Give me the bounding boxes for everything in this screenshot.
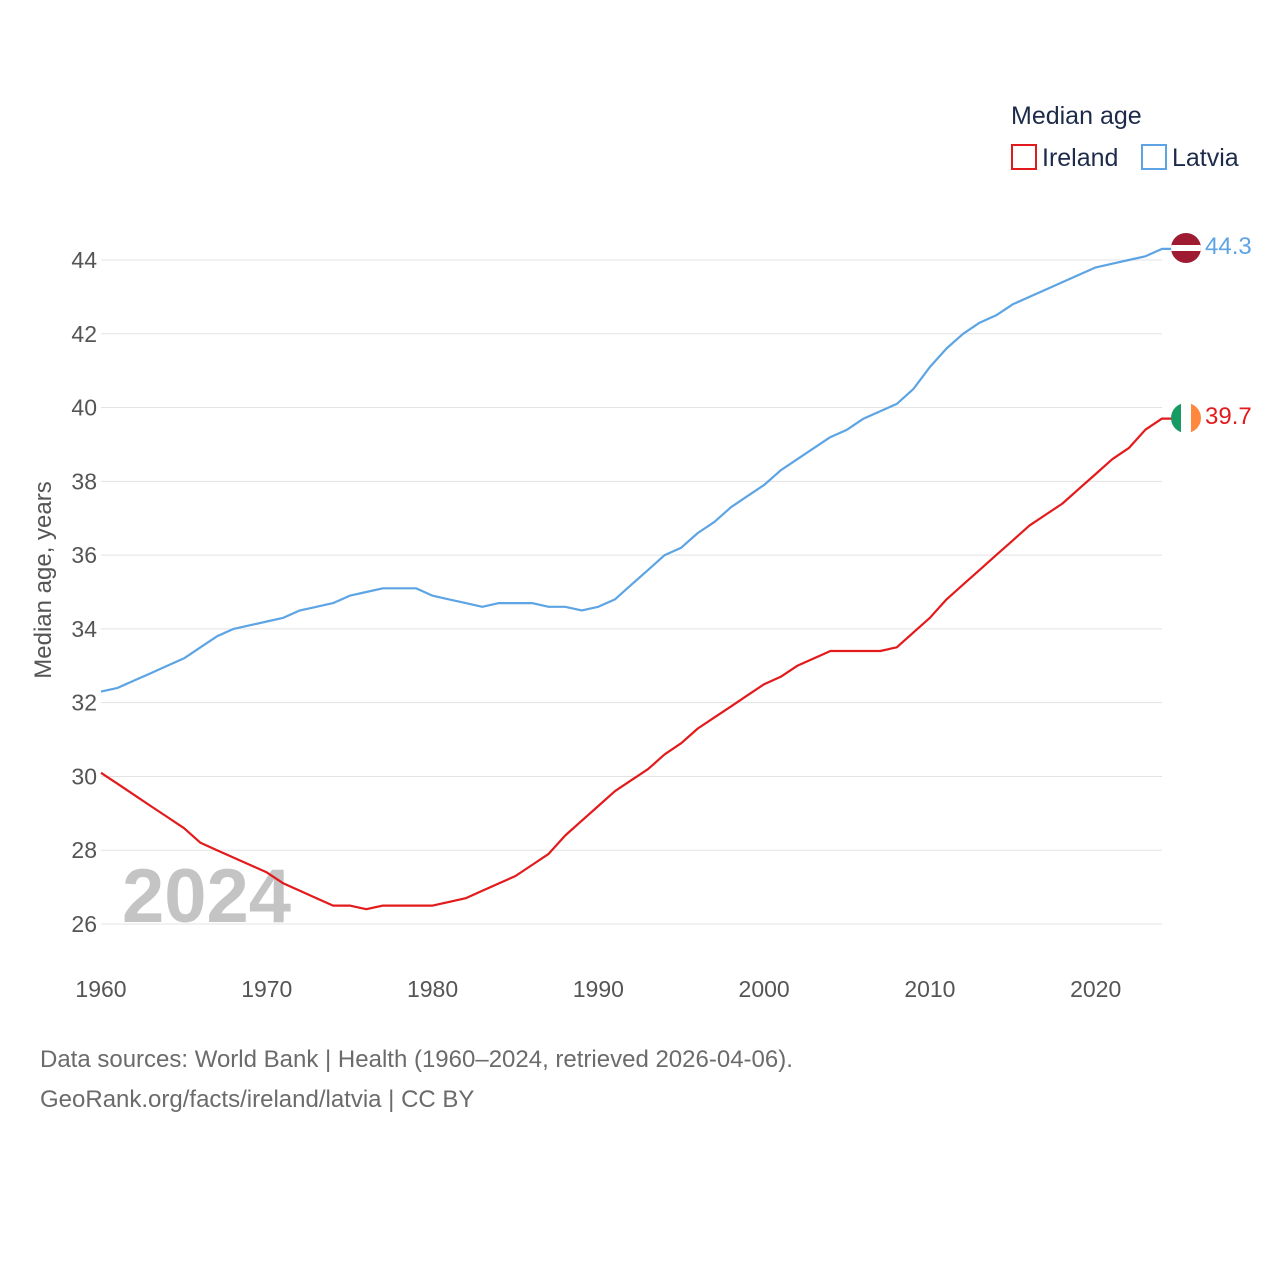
y-tick-label: 40 xyxy=(71,395,97,421)
y-axis-title: Median age, years xyxy=(30,481,57,678)
x-tick-label: 2020 xyxy=(1070,976,1121,1002)
series-line-ireland[interactable] xyxy=(100,417,1172,911)
y-tick-label: 32 xyxy=(71,690,97,716)
source-link-text[interactable]: GeoRank.org/facts/ireland/latvia | CC BY xyxy=(40,1086,475,1113)
y-axis-ticks: 26 28 30 32 34 36 38 40 42 44 xyxy=(71,247,97,937)
legend-label-latvia[interactable]: Latvia xyxy=(1172,144,1239,172)
y-tick-label: 44 xyxy=(71,247,97,273)
y-tick-label: 28 xyxy=(71,837,97,863)
x-tick-label: 1990 xyxy=(573,976,624,1002)
legend-swatch-ireland[interactable] xyxy=(1011,144,1037,170)
series-lines xyxy=(100,247,1172,911)
x-tick-label: 2000 xyxy=(739,976,790,1002)
latvia-flag-icon xyxy=(1171,233,1201,263)
end-label-latvia: 44.3 xyxy=(1205,233,1252,260)
y-tick-label: 36 xyxy=(71,542,97,568)
ireland-flag-icon xyxy=(1171,403,1201,433)
legend: Median age Ireland Latvia xyxy=(1011,102,1239,172)
x-tick-label: 1960 xyxy=(75,976,126,1002)
y-tick-label: 34 xyxy=(71,616,97,642)
x-tick-label: 2010 xyxy=(904,976,955,1002)
series-line-latvia[interactable] xyxy=(100,247,1172,693)
data-sources-text: Data sources: World Bank | Health (1960–… xyxy=(40,1046,793,1073)
y-tick-label: 42 xyxy=(71,321,97,347)
legend-swatch-latvia[interactable] xyxy=(1141,144,1167,170)
year-watermark: 2024 xyxy=(122,854,291,939)
end-label-ireland: 39.7 xyxy=(1205,403,1252,430)
gridlines xyxy=(101,259,1162,925)
legend-label-ireland[interactable]: Ireland xyxy=(1042,144,1118,172)
footer: Data sources: World Bank | Health (1960–… xyxy=(40,1040,793,1120)
x-tick-label: 1970 xyxy=(241,976,292,1002)
median-age-chart: 26 28 30 32 34 36 38 40 42 44 1960 1970 1980 1990 200… xyxy=(30,102,1252,1002)
y-tick-label: 26 xyxy=(71,911,97,937)
y-tick-label: 30 xyxy=(71,763,97,789)
x-axis-ticks: 1960 1970 1980 1990 2000 2010 2020 xyxy=(75,976,1121,1002)
x-tick-label: 1980 xyxy=(407,976,458,1002)
y-tick-label: 38 xyxy=(71,468,97,494)
legend-title: Median age xyxy=(1011,102,1142,130)
